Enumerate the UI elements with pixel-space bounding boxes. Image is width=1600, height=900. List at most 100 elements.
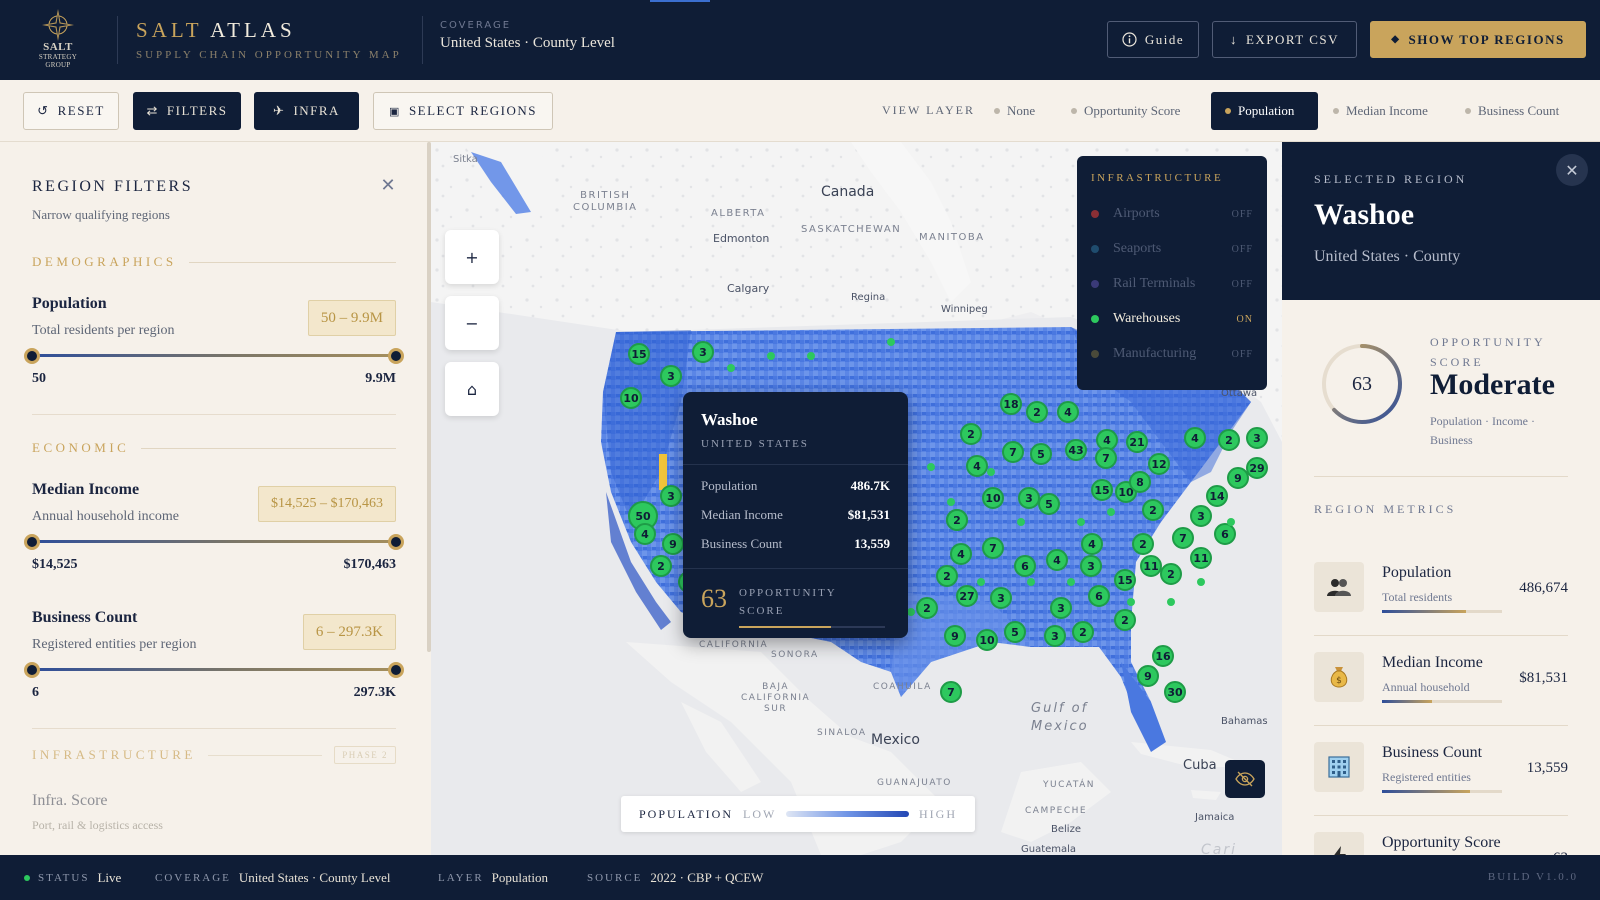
close-icon[interactable]: ✕ [1556, 154, 1588, 186]
slider-min-handle[interactable] [24, 534, 40, 550]
warehouse-cluster[interactable]: 3 [660, 365, 682, 387]
warehouse-cluster[interactable]: 6 [1088, 585, 1110, 607]
slider-max-handle[interactable] [388, 348, 404, 364]
warehouse-cluster[interactable]: 10 [620, 387, 642, 409]
warehouse-cluster[interactable]: 10 [976, 629, 998, 651]
warehouse-cluster[interactable]: 7 [1095, 447, 1117, 469]
warehouse-cluster[interactable]: 4 [950, 543, 972, 565]
reset-button[interactable]: ↺ RESET [23, 92, 119, 130]
show-top-regions-button[interactable]: ◆ SHOW TOP REGIONS [1370, 21, 1586, 58]
warehouse-cluster[interactable]: 4 [1046, 549, 1068, 571]
warehouse-cluster[interactable]: 2 [1132, 533, 1154, 555]
filters-button[interactable]: ⇄ FILTERS [133, 92, 241, 130]
warehouse-cluster[interactable]: 6 [1014, 555, 1036, 577]
warehouse-cluster[interactable]: 4 [1184, 427, 1206, 449]
slider-min-handle[interactable] [24, 662, 40, 678]
warehouse-cluster[interactable]: 9 [944, 625, 966, 647]
warehouse-cluster[interactable]: 2 [960, 423, 982, 445]
hide-layer-button[interactable] [1225, 760, 1265, 798]
warehouse-cluster[interactable]: 3 [1080, 555, 1102, 577]
warehouse-cluster[interactable]: 8 [1129, 471, 1151, 493]
slider-min-handle[interactable] [24, 348, 40, 364]
warehouse-cluster[interactable]: 5 [1004, 621, 1026, 643]
warehouse-point[interactable] [1017, 518, 1025, 526]
warehouse-cluster[interactable]: 2 [650, 555, 672, 577]
layer-option-opportunity-score[interactable]: Opportunity Score [1057, 92, 1194, 130]
layer-option-median-income[interactable]: Median Income [1319, 92, 1442, 130]
warehouse-cluster[interactable]: 3 [692, 341, 714, 363]
warehouse-point[interactable] [1067, 578, 1075, 586]
home-button[interactable]: ⌂ [445, 362, 499, 416]
scrollbar[interactable] [427, 142, 431, 652]
warehouse-point[interactable] [1127, 598, 1135, 606]
slider-max-handle[interactable] [388, 662, 404, 678]
warehouse-cluster[interactable]: 5 [1038, 493, 1060, 515]
zoom-in-button[interactable]: + [445, 230, 499, 284]
business-slider[interactable] [24, 662, 404, 678]
warehouse-cluster[interactable]: 29 [1246, 457, 1268, 479]
map-view[interactable]: Sitka BRITISH COLUMBIA Canada ALBERTA SA… [431, 142, 1282, 855]
warehouse-point[interactable] [1107, 508, 1115, 516]
infra-toggle-warehouses[interactable]: Warehouses ON [1091, 311, 1253, 327]
warehouse-cluster[interactable]: 11 [1140, 555, 1162, 577]
warehouse-cluster[interactable]: 14 [1206, 485, 1228, 507]
population-slider[interactable] [24, 348, 404, 364]
warehouse-point[interactable] [767, 352, 775, 360]
warehouse-cluster[interactable]: 3 [1044, 625, 1066, 647]
warehouse-point[interactable] [1227, 518, 1235, 526]
warehouse-cluster[interactable]: 4 [1081, 533, 1103, 555]
warehouse-cluster[interactable]: 2 [1072, 621, 1094, 643]
infra-toggle-rail-terminals[interactable]: Rail Terminals OFF [1091, 276, 1253, 292]
warehouse-cluster[interactable]: 2 [946, 509, 968, 531]
layer-option-population[interactable]: Population [1211, 92, 1318, 130]
warehouse-cluster[interactable]: 9 [662, 533, 684, 555]
warehouse-point[interactable] [987, 468, 995, 476]
layer-option-none[interactable]: None [980, 92, 1049, 130]
infra-toggle-seaports[interactable]: Seaports OFF [1091, 241, 1253, 257]
warehouse-cluster[interactable]: 7 [940, 681, 962, 703]
brand-logo[interactable]: SALT STRATEGY GROUP [30, 8, 86, 72]
warehouse-cluster[interactable]: 4 [966, 455, 988, 477]
warehouse-point[interactable] [947, 498, 955, 506]
warehouse-cluster[interactable]: 2 [1142, 499, 1164, 521]
warehouse-cluster[interactable]: 4 [634, 523, 656, 545]
warehouse-cluster[interactable]: 7 [1002, 441, 1024, 463]
layer-option-business-count[interactable]: Business Count [1451, 92, 1573, 130]
warehouse-cluster[interactable]: 3 [1018, 487, 1040, 509]
warehouse-cluster[interactable]: 30 [1164, 681, 1186, 703]
warehouse-cluster[interactable]: 43 [1065, 439, 1087, 461]
warehouse-point[interactable] [977, 578, 985, 586]
warehouse-cluster[interactable]: 15 [1091, 479, 1113, 501]
warehouse-cluster[interactable]: 3 [990, 587, 1012, 609]
warehouse-cluster[interactable]: 3 [660, 485, 682, 507]
warehouse-cluster[interactable]: 3 [1246, 427, 1268, 449]
warehouse-cluster[interactable]: 9 [1137, 665, 1159, 687]
close-icon[interactable]: ✕ [380, 175, 396, 196]
warehouse-cluster[interactable]: 2 [1218, 429, 1240, 451]
export-csv-button[interactable]: ↓ EXPORT CSV [1212, 21, 1357, 58]
warehouse-cluster[interactable]: 2 [936, 565, 958, 587]
warehouse-point[interactable] [807, 352, 815, 360]
warehouse-point[interactable] [727, 364, 735, 372]
warehouse-point[interactable] [927, 463, 935, 471]
infra-toggle-airports[interactable]: Airports OFF [1091, 206, 1253, 222]
warehouse-cluster[interactable]: 21 [1126, 431, 1148, 453]
warehouse-cluster[interactable]: 11 [1190, 547, 1212, 569]
warehouse-cluster[interactable]: 27 [956, 585, 978, 607]
warehouse-point[interactable] [887, 338, 895, 346]
infra-button[interactable]: ✈ INFRA [254, 92, 359, 130]
warehouse-point[interactable] [1077, 518, 1085, 526]
warehouse-cluster[interactable]: 9 [1227, 467, 1249, 489]
warehouse-cluster[interactable]: 4 [1057, 401, 1079, 423]
warehouse-cluster[interactable]: 7 [982, 537, 1004, 559]
infra-toggle-manufacturing[interactable]: Manufacturing OFF [1091, 346, 1253, 362]
warehouse-cluster[interactable]: 2 [1160, 563, 1182, 585]
warehouse-cluster[interactable]: 15 [628, 343, 650, 365]
warehouse-cluster[interactable]: 3 [1050, 597, 1072, 619]
warehouse-cluster[interactable]: 5 [1030, 443, 1052, 465]
slider-max-handle[interactable] [388, 534, 404, 550]
warehouse-cluster[interactable]: 18 [1000, 393, 1022, 415]
warehouse-cluster[interactable]: 7 [1172, 527, 1194, 549]
warehouse-point[interactable] [907, 608, 915, 616]
warehouse-point[interactable] [1027, 578, 1035, 586]
